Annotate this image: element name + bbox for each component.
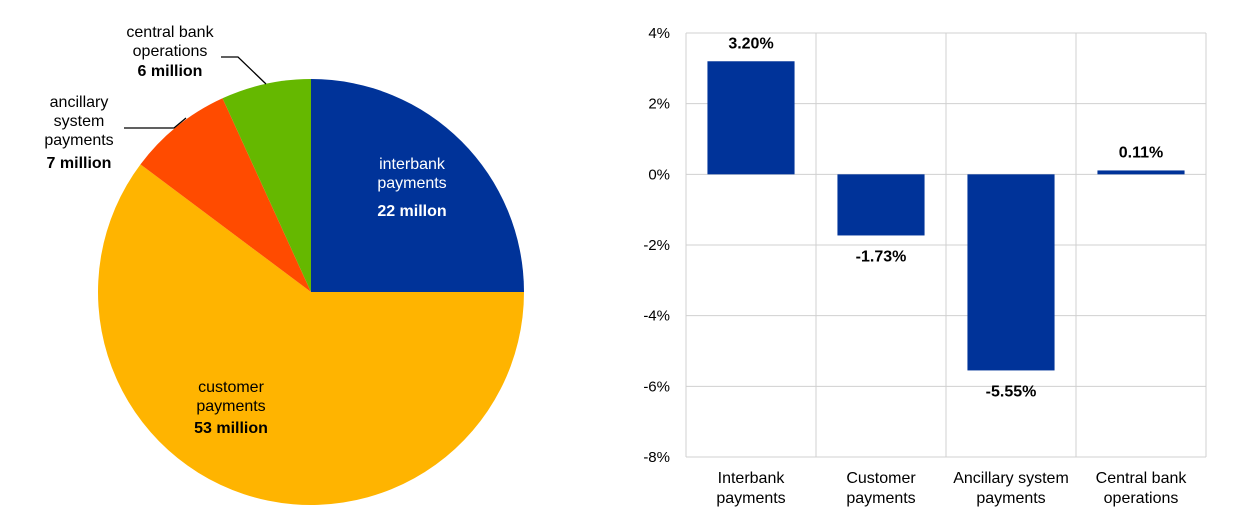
bar-3: [1097, 170, 1185, 175]
bar-x-tick-label: Customer: [846, 470, 916, 487]
pie-slice-1: [97, 164, 524, 505]
bar-x-tick-label: payments: [716, 490, 785, 507]
bar-x-tick-label: Central bank: [1096, 470, 1188, 487]
bar-2: [967, 174, 1055, 371]
pie-label-central-bank: operations: [133, 43, 208, 60]
pie-label-customer: payments: [196, 398, 265, 415]
bar-data-label: -5.55%: [986, 383, 1037, 400]
bar-x-tick-label: Ancillary system: [953, 470, 1069, 487]
bar-x-tick-label: operations: [1104, 490, 1179, 507]
pie-leader-central-bank: [221, 56, 267, 85]
pie-chart: interbank payments 22 millon customer paymen…: [44, 24, 524, 505]
pie-value-central-bank: 6 million: [138, 63, 203, 80]
bar-0: [707, 61, 795, 175]
pie-slice-0: [311, 79, 524, 292]
bar-y-tick-label: -4%: [643, 308, 670, 325]
pie-slice-3: [222, 79, 311, 292]
pie-label-interbank: payments: [377, 175, 446, 192]
pie-label-ancillary: payments: [44, 132, 113, 149]
bar-y-tick-label: -6%: [643, 378, 670, 395]
bar-y-tick-label: 4%: [648, 25, 670, 42]
pie-value-ancillary: 7 million: [47, 155, 112, 172]
bar-data-label: 0.11%: [1119, 144, 1163, 161]
bar-y-tick-label: -2%: [643, 237, 670, 254]
bar-x-tick-label: Interbank: [718, 470, 786, 487]
pie-label-ancillary: system: [54, 113, 105, 130]
bar-y-tick-label: -8%: [643, 449, 670, 466]
pie-label-interbank: interbank: [379, 156, 446, 173]
bar-x-tick-label: payments: [846, 490, 915, 507]
bar-1: [837, 174, 925, 236]
pie-label-central-bank: central bank: [126, 24, 214, 41]
pie-slice-2: [140, 98, 311, 292]
bar-data-label: 3.20%: [728, 35, 773, 52]
pie-label-ancillary: ancillary: [50, 94, 109, 111]
bar-chart: 4% 2% 0% -2% -4% -6% -8% 3.20% Interbank payments…: [643, 25, 1207, 507]
pie-value-interbank: 22 millon: [377, 203, 446, 220]
bar-data-label: -1.73%: [856, 248, 907, 265]
pie-value-customer: 53 million: [194, 420, 268, 437]
bar-x-tick-label: payments: [976, 490, 1045, 507]
bar-y-tick-label: 0%: [648, 166, 670, 183]
pie-label-customer: customer: [198, 379, 264, 396]
pie-leader-ancillary: [124, 117, 187, 129]
bar-y-tick-label: 2%: [648, 96, 670, 113]
